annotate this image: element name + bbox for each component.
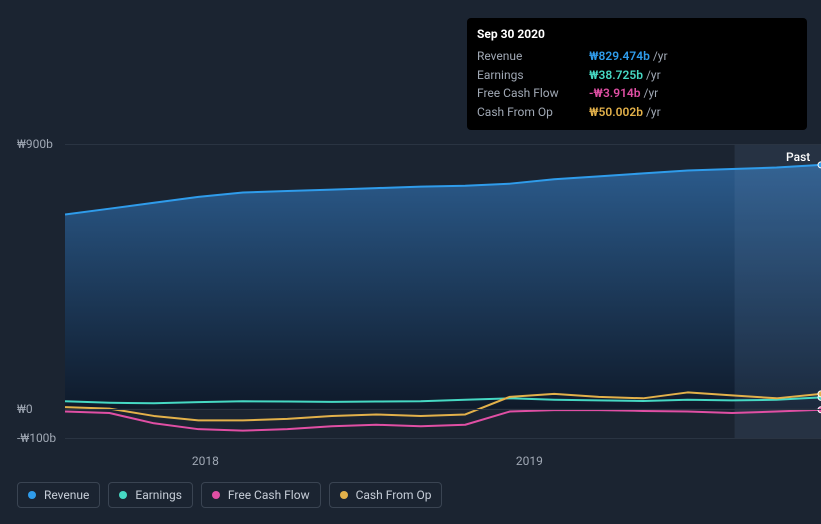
- chart-tooltip: Sep 30 2020 Revenue ₩829.474b/yr Earnings ₩…: [467, 18, 807, 130]
- chart-plot[interactable]: [65, 144, 821, 438]
- legend-dot: [28, 491, 36, 499]
- tooltip-row: Free Cash Flow -₩3.914b/yr: [477, 84, 797, 103]
- tooltip-metric-value: ₩829.474b: [589, 49, 650, 63]
- tooltip-metric-label: Free Cash Flow: [477, 85, 577, 102]
- legend-label: Cash From Op: [356, 488, 432, 502]
- tooltip-date: Sep 30 2020: [477, 26, 797, 43]
- legend-item-revenue[interactable]: Revenue: [17, 482, 100, 508]
- gridline: [65, 144, 821, 145]
- tooltip-metric-suffix: /yr: [646, 105, 661, 119]
- legend-label: Free Cash Flow: [228, 488, 310, 502]
- x-tick-label: 2018: [192, 454, 219, 468]
- y-tick-label: -₩100b: [17, 431, 56, 445]
- tooltip-metric-suffix: /yr: [644, 86, 659, 100]
- y-tick-label: ₩0: [17, 402, 33, 416]
- gridline: [65, 409, 821, 410]
- legend-dot: [340, 491, 348, 499]
- legend-item-earnings[interactable]: Earnings: [108, 482, 193, 508]
- tooltip-metric-value: ₩38.725b: [589, 68, 643, 82]
- y-tick-label: ₩900b: [17, 137, 53, 151]
- tooltip-row: Revenue ₩829.474b/yr: [477, 47, 797, 66]
- series-fcf[interactable]: [65, 410, 821, 431]
- chart-legend: Revenue Earnings Free Cash Flow Cash From O…: [17, 482, 442, 508]
- gridline: [65, 438, 821, 439]
- tooltip-row: Earnings ₩38.725b/yr: [477, 66, 797, 85]
- tooltip-metric-suffix: /yr: [646, 68, 661, 82]
- tooltip-metric-value: -₩3.914b: [589, 86, 641, 100]
- highlight-region: [735, 144, 821, 438]
- legend-label: Earnings: [135, 488, 182, 502]
- tooltip-metric-label: Cash From Op: [477, 104, 577, 121]
- legend-item-free-cash-flow[interactable]: Free Cash Flow: [201, 482, 321, 508]
- tooltip-metric-label: Earnings: [477, 67, 577, 84]
- legend-label: Revenue: [44, 488, 89, 502]
- tooltip-metric-suffix: /yr: [653, 49, 668, 63]
- x-tick-label: 2019: [516, 454, 543, 468]
- revenue-area: [65, 165, 821, 409]
- past-label: Past: [786, 150, 810, 164]
- tooltip-metric-value: ₩50.002b: [589, 105, 643, 119]
- legend-item-cash-from-op[interactable]: Cash From Op: [329, 482, 443, 508]
- legend-dot: [119, 491, 127, 499]
- legend-dot: [212, 491, 220, 499]
- tooltip-metric-label: Revenue: [477, 48, 577, 65]
- tooltip-row: Cash From Op ₩50.002b/yr: [477, 103, 797, 122]
